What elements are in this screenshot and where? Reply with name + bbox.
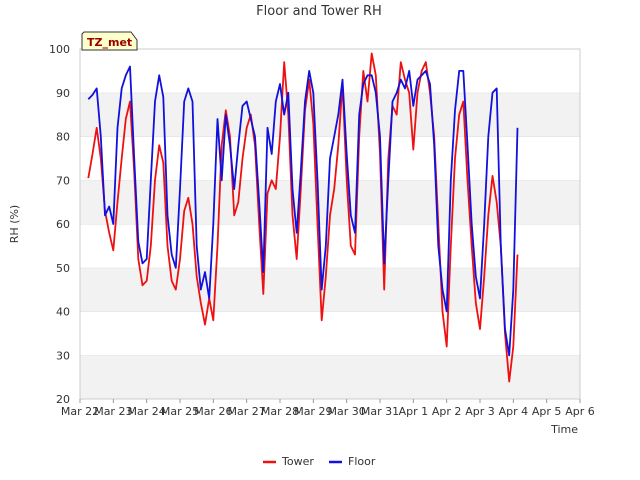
x-tick-label: Mar 31 [361,405,399,418]
y-tick-label: 90 [56,87,70,100]
x-tick-label: Apr 5 [532,405,562,418]
x-tick-label: Mar 25 [161,405,199,418]
grid-band [80,311,580,356]
chart-title: Floor and Tower RH [256,4,382,19]
grid-band [80,224,580,268]
y-tick-label: 100 [49,43,70,56]
y-tick-label: 40 [56,306,70,319]
y-axis-ticks: 20 30 40 50 60 70 80 90 100 [49,43,70,406]
badge-label: TZ_met [87,36,132,49]
x-tick-label: Apr 1 [399,405,429,418]
y-tick-label: 20 [56,393,70,406]
y-tick-label: 80 [56,131,70,144]
series-line-floor [87,65,519,357]
grid-band [80,49,580,93]
x-tick-label: Mar 30 [328,405,366,418]
grid-band [80,355,580,399]
x-tick-label: Mar 22 [61,405,99,418]
y-tick-label: 60 [56,218,70,231]
y-tick-label: 50 [56,262,70,275]
y-axis-label: RH (%) [8,205,21,243]
legend: Tower Floor [263,455,376,468]
legend-label-tower: Tower [281,455,314,468]
x-tick-label: Apr 2 [432,405,462,418]
x-tick-label: Apr 3 [465,405,495,418]
x-tick-label: Mar 23 [94,405,132,418]
badge-box [81,31,138,51]
x-tick-label: Mar 27 [228,405,266,418]
x-tick-label: Mar 28 [261,405,299,418]
x-tick-label: Apr 6 [565,405,595,418]
plot-frame [79,48,581,400]
station-badge: TZ_met [81,31,138,51]
series-lines [87,52,519,383]
x-tick-label: Apr 4 [499,405,529,418]
grid-band [80,267,580,312]
y-tick-label: 70 [56,174,70,187]
y-tick-label: 30 [56,349,70,362]
x-tick-label: Mar 26 [194,405,232,418]
x-tick-label: Mar 24 [128,405,166,418]
x-axis-label: Time [550,423,578,436]
legend-label-floor: Floor [348,455,376,468]
x-tick-label: Mar 29 [294,405,332,418]
